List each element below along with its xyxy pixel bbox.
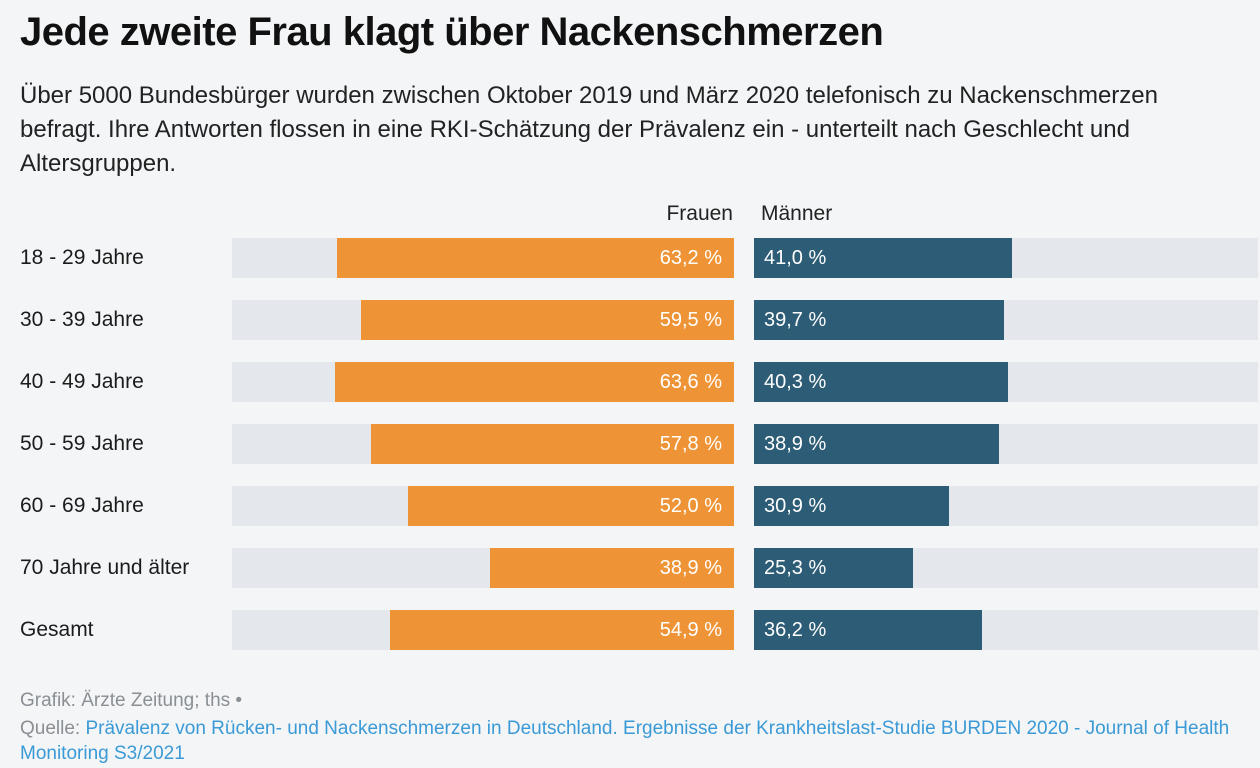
chart-row: 50 - 59 Jahre 57,8 % 38,9 % xyxy=(0,424,1260,464)
value-label-maenner: 25,3 % xyxy=(764,557,827,579)
bar-frauen: 38,9 % xyxy=(490,548,734,588)
chart-row: 30 - 39 Jahre 59,5 % 39,7 % xyxy=(0,300,1260,340)
chart-row: 60 - 69 Jahre 52,0 % 30,9 % xyxy=(0,486,1260,526)
bar-frauen: 59,5 % xyxy=(361,300,734,340)
chart-subtitle: Über 5000 Bundesbürger wurden zwischen O… xyxy=(20,82,1158,177)
track-maenner: 39,7 % xyxy=(754,300,1258,340)
category-label: 30 - 39 Jahre xyxy=(20,308,144,331)
track-maenner: 38,9 % xyxy=(754,424,1258,464)
track-frauen: 63,2 % xyxy=(232,238,734,278)
legend-frauen: Frauen xyxy=(666,202,733,225)
category-label: 60 - 69 Jahre xyxy=(20,494,144,517)
value-label-frauen: 59,5 % xyxy=(659,309,722,331)
bar-maenner: 39,7 % xyxy=(754,300,1004,340)
track-maenner: 40,3 % xyxy=(754,362,1258,402)
category-label: 70 Jahre und älter xyxy=(20,556,190,579)
value-label-frauen: 63,6 % xyxy=(659,371,722,393)
bar-frauen: 52,0 % xyxy=(408,486,734,526)
footer-credit: Grafik: Ärzte Zeitung; ths • xyxy=(20,690,243,711)
value-label-maenner: 30,9 % xyxy=(764,495,827,517)
bar-frauen: 63,2 % xyxy=(337,238,734,278)
value-label-maenner: 40,3 % xyxy=(764,371,827,393)
source-link[interactable]: Prävalenz von Rücken- und Nackenschmerze… xyxy=(20,718,1230,764)
bar-frauen: 54,9 % xyxy=(390,610,734,650)
value-label-maenner: 38,9 % xyxy=(764,433,827,455)
chart-row: 70 Jahre und älter 38,9 % 25,3 % xyxy=(0,548,1260,588)
value-label-frauen: 54,9 % xyxy=(659,619,722,641)
bar-maenner: 38,9 % xyxy=(754,424,999,464)
track-maenner: 30,9 % xyxy=(754,486,1258,526)
track-frauen: 38,9 % xyxy=(232,548,734,588)
track-frauen: 52,0 % xyxy=(232,486,734,526)
chart-row: Gesamt 54,9 % 36,2 % xyxy=(0,610,1260,650)
value-label-frauen: 57,8 % xyxy=(659,433,722,455)
bar-frauen: 63,6 % xyxy=(335,362,734,402)
category-label: Gesamt xyxy=(20,618,94,641)
footer-source: Quelle: Prävalenz von Rücken- und Nacken… xyxy=(20,716,1240,766)
track-maenner: 41,0 % xyxy=(754,238,1258,278)
bar-maenner: 40,3 % xyxy=(754,362,1008,402)
track-frauen: 59,5 % xyxy=(232,300,734,340)
chart-row: 18 - 29 Jahre 63,2 % 41,0 % xyxy=(0,238,1260,278)
category-label: 18 - 29 Jahre xyxy=(20,246,144,269)
value-label-maenner: 41,0 % xyxy=(764,247,827,269)
track-maenner: 36,2 % xyxy=(754,610,1258,650)
chart-row: 40 - 49 Jahre 63,6 % 40,3 % xyxy=(0,362,1260,402)
bar-maenner: 30,9 % xyxy=(754,486,949,526)
bar-maenner: 41,0 % xyxy=(754,238,1012,278)
value-label-maenner: 39,7 % xyxy=(764,309,827,331)
chart-title: Jede zweite Frau klagt über Nackenschmer… xyxy=(20,10,884,54)
bar-maenner: 36,2 % xyxy=(754,610,982,650)
category-label: 40 - 49 Jahre xyxy=(20,370,144,393)
source-prefix: Quelle: xyxy=(20,718,86,739)
track-maenner: 25,3 % xyxy=(754,548,1258,588)
value-label-frauen: 38,9 % xyxy=(659,557,722,579)
track-frauen: 54,9 % xyxy=(232,610,734,650)
track-frauen: 63,6 % xyxy=(232,362,734,402)
bar-frauen: 57,8 % xyxy=(371,424,734,464)
category-label: 50 - 59 Jahre xyxy=(20,432,144,455)
value-label-maenner: 36,2 % xyxy=(764,619,827,641)
track-frauen: 57,8 % xyxy=(232,424,734,464)
value-label-frauen: 63,2 % xyxy=(659,247,722,269)
bar-maenner: 25,3 % xyxy=(754,548,913,588)
value-label-frauen: 52,0 % xyxy=(659,495,722,517)
legend-maenner: Männer xyxy=(761,202,833,225)
